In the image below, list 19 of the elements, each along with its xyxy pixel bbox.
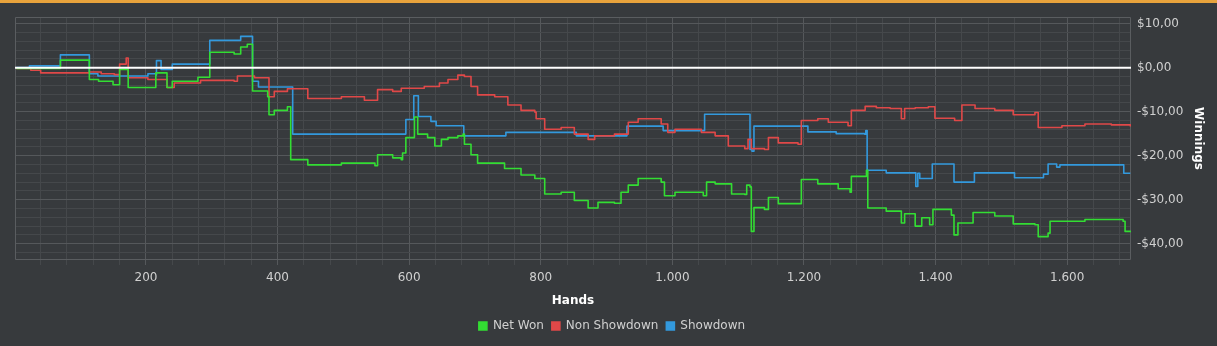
legend-label: Showdown [680, 318, 746, 333]
x-tick-label: 1.200 [786, 270, 822, 285]
y-tick-label: $10,00 [1137, 15, 1179, 30]
x-tick-label: 400 [266, 270, 289, 285]
y-tick-label: -$10,00 [1137, 103, 1184, 118]
x-tick-label: 1.400 [918, 270, 953, 285]
x-tick-label: 800 [529, 270, 553, 285]
x-tick-label: 600 [397, 270, 421, 285]
x-tick-label: 1.600 [1049, 270, 1085, 285]
legend-label: Net Won [492, 318, 544, 333]
y-tick-label: -$30,00 [1137, 191, 1184, 206]
x-axis-title: Hands [551, 292, 595, 307]
x-tick-label: 200 [134, 270, 158, 285]
x-tick-label: 1.000 [655, 270, 690, 285]
legend-label: Non Showdown [565, 318, 659, 333]
y-tick-label: -$40,00 [1137, 235, 1184, 250]
y-tick-label: $0,00 [1137, 59, 1172, 74]
y-axis-title: Winnings [1191, 107, 1206, 170]
y-tick-label: -$20,00 [1137, 147, 1184, 162]
